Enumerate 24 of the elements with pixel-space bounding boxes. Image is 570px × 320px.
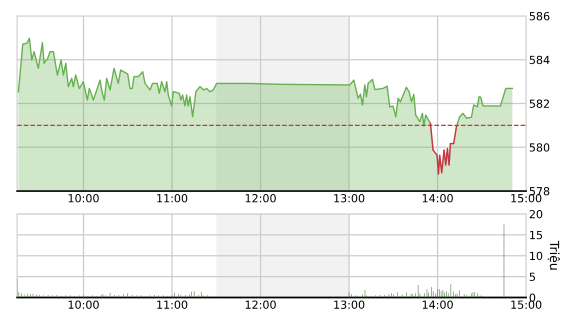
- y-tick-label: 580: [530, 143, 550, 152]
- x-tick-label: 15:00: [511, 300, 542, 309]
- y-tick-label: 0: [530, 293, 536, 302]
- x-tick-label: 11:00: [157, 194, 188, 202]
- x-tick-label: 14:00: [422, 194, 453, 202]
- x-tick-label: 13:00: [334, 194, 364, 202]
- x-tick-label: 15:00: [511, 194, 542, 202]
- x-tick-label: 14:00: [422, 300, 453, 309]
- y-tick-label: 10: [530, 252, 542, 260]
- y-tick-label: 15: [530, 230, 542, 240]
- y-tick-label: 582: [530, 99, 549, 108]
- x-tick-label: 13:00: [334, 300, 364, 309]
- x-tick-label: 12:00: [246, 300, 276, 309]
- x-tick-label: 11:00: [157, 300, 188, 309]
- y-tick-label: 20: [530, 210, 542, 218]
- y-axis-title: Triệu: [548, 240, 560, 270]
- line-series: [430, 122, 458, 175]
- y-tick-label: 578: [530, 187, 550, 196]
- x-tick-label: 10:00: [68, 300, 99, 309]
- x-tick-label: 12:00: [246, 194, 276, 202]
- x-tick-label: 10:00: [68, 194, 99, 202]
- y-tick-label: 586: [530, 12, 550, 20]
- y-tick-label: 5: [530, 272, 535, 282]
- y-tick-label: 584: [530, 56, 550, 64]
